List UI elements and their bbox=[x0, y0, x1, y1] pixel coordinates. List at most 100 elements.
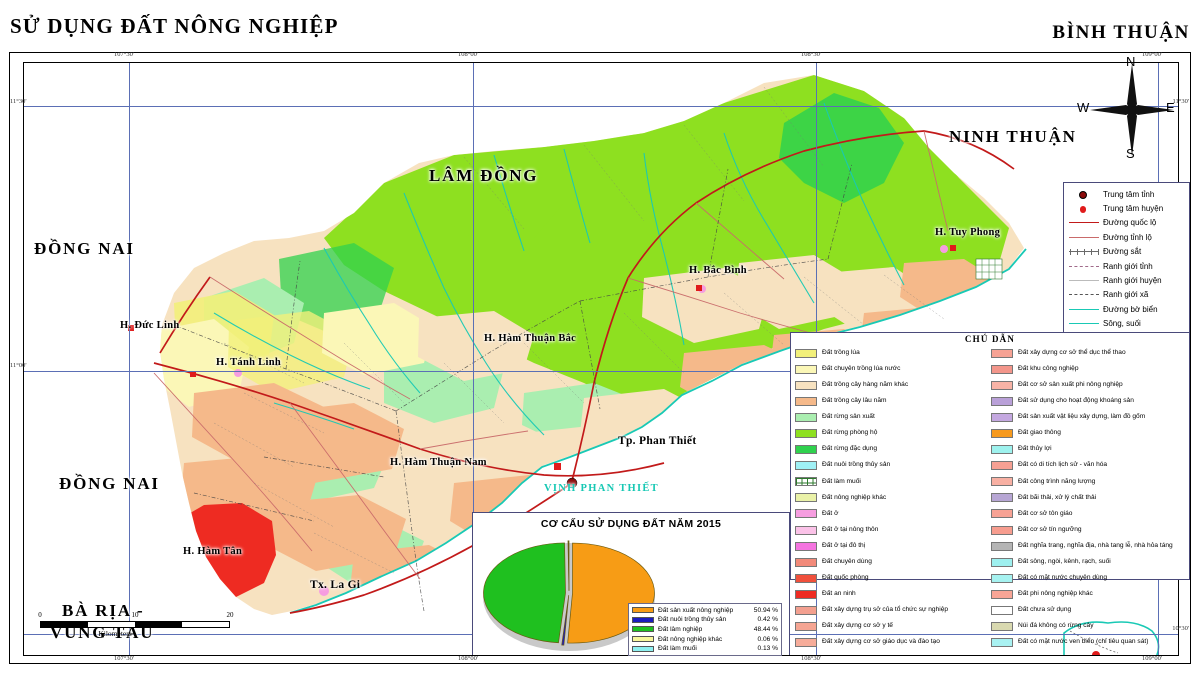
legend-item-label: Đất chuyên trồng lúa nước bbox=[822, 364, 901, 372]
pie-legend-label: Đất lâm nghiệp bbox=[658, 625, 703, 633]
chart-title: CƠ CẤU SỬ DỤNG ĐẤT NĂM 2015 bbox=[540, 518, 722, 530]
symbol-legend-label: Đường bờ biển bbox=[1103, 304, 1158, 314]
pie-legend-value: 50.94 % bbox=[753, 606, 778, 614]
legend-item-label: Đất sông, ngòi, kênh, rạch, suối bbox=[1018, 557, 1111, 565]
label-h-ham-tan: H. Hàm Tân bbox=[183, 546, 243, 557]
legend-item: Đất sử dụng cho hoạt động khoáng sản bbox=[991, 393, 1187, 409]
legend-color-swatch bbox=[795, 525, 817, 535]
solid-line-icon bbox=[1067, 303, 1101, 315]
legend-item-label: Đất ở tại đô thị bbox=[822, 541, 866, 549]
pie-legend-swatch bbox=[632, 616, 654, 623]
scale-bar-graphic bbox=[40, 621, 230, 628]
label-h-duc-linh: H. Đức Linh bbox=[120, 320, 180, 331]
label-h-tuy-phong: H. Tuy Phong bbox=[935, 227, 1001, 238]
legend-item: Đất cơ sở tín ngưỡng bbox=[991, 522, 1187, 538]
label-h-ham-thuan-bac: H. Hàm Thuận Bắc bbox=[484, 333, 577, 344]
legend-item-label: Đất nghĩa trang, nghĩa địa, nhà tang lễ,… bbox=[1018, 541, 1173, 549]
legend-color-swatch bbox=[991, 525, 1013, 535]
legend-item-label: Đất trồng cây hàng năm khác bbox=[822, 380, 909, 388]
symbol-legend-row: Đường bờ biển bbox=[1067, 302, 1186, 316]
symbol-legend-row: Đường sắt bbox=[1067, 245, 1186, 259]
legend-item: Đất làm muối bbox=[795, 474, 991, 490]
legend-item: Đất chuyên trồng lúa nước bbox=[795, 361, 991, 377]
legend-color-swatch bbox=[991, 364, 1013, 374]
legend-item-label: Đất ở tại nông thôn bbox=[822, 525, 879, 533]
legend-color-swatch bbox=[991, 445, 1013, 455]
legend-item-label: Núi đá không có rừng cây bbox=[1018, 622, 1094, 630]
compass-south-label: S bbox=[1126, 146, 1135, 161]
legend-item: Đất thủy lợi bbox=[991, 442, 1187, 458]
coord-right-1: 11°30' bbox=[1172, 98, 1189, 105]
legend-item-label: Đất quốc phòng bbox=[822, 574, 869, 582]
legend-item: Đất phi nông nghiệp khác bbox=[991, 586, 1187, 602]
legend-item: Đất nuôi trồng thủy sản bbox=[795, 458, 991, 474]
legend-item: Đất có mặt nước chuyên dùng bbox=[991, 570, 1187, 586]
province-title: BÌNH THUẬN bbox=[1052, 22, 1190, 43]
label-lam-dong: LÂM ĐỒNG bbox=[429, 166, 539, 185]
dash-line-icon bbox=[1067, 260, 1101, 272]
symbol-legend-label: Đường tỉnh lộ bbox=[1103, 232, 1152, 242]
legend-item-label: Đất trồng cây lâu năm bbox=[822, 397, 887, 405]
pie-legend-value: 48.44 % bbox=[753, 625, 778, 633]
coord-bottom-3: 108°30' bbox=[801, 655, 822, 663]
symbol-legend-label: Ranh giới xã bbox=[1103, 290, 1149, 300]
legend-color-swatch bbox=[991, 380, 1013, 390]
legend-color-swatch bbox=[795, 638, 817, 648]
legend-color-swatch bbox=[991, 638, 1013, 648]
thin-line-icon bbox=[1067, 275, 1101, 287]
legend-item-label: Đất làm muối bbox=[822, 477, 861, 485]
page-title: SỬ DỤNG ĐẤT NÔNG NGHIỆP bbox=[10, 14, 339, 38]
solid-line-icon bbox=[1067, 217, 1101, 229]
legend-item: Đất có di tích lịch sử - văn hóa bbox=[991, 458, 1187, 474]
landuse-structure-chart: CƠ CẤU SỬ DỤNG ĐẤT NĂM 2015 Đất sản xuất… bbox=[472, 512, 790, 656]
legend-item: Đất cơ sở tôn giáo bbox=[991, 506, 1187, 522]
label-tx-la-gi: Tx. La Gi bbox=[310, 579, 361, 591]
legend-color-swatch bbox=[991, 477, 1013, 487]
symbol-legend-label: Đường sắt bbox=[1103, 247, 1142, 257]
legend-color-swatch bbox=[795, 541, 817, 551]
coord-bottom-1: 107°30' bbox=[114, 655, 135, 663]
legend-color-swatch bbox=[991, 493, 1013, 503]
legend-item-label: Đất rừng phòng hộ bbox=[822, 429, 878, 437]
legend-item-label: Đất có di tích lịch sử - văn hóa bbox=[1018, 461, 1108, 469]
legend-item-label: Đất xây dựng cơ sở thể dục thể thao bbox=[1018, 348, 1126, 356]
scale-tick-10: 10 bbox=[131, 611, 139, 619]
legend-item-label: Đất giao thông bbox=[1018, 429, 1061, 437]
pie-slice bbox=[561, 595, 570, 646]
legend-color-swatch bbox=[991, 541, 1013, 551]
pie-legend-swatch bbox=[632, 636, 654, 643]
legend-color-swatch bbox=[795, 445, 817, 455]
legend-item: Đất chuyên dùng bbox=[795, 554, 991, 570]
legend-item-label: Đất chưa sử dụng bbox=[1018, 606, 1072, 614]
symbol-legend-row: Ranh giới tỉnh bbox=[1067, 259, 1186, 273]
legend-item: Đất sông, ngòi, kênh, rạch, suối bbox=[991, 554, 1187, 570]
label-dong-nai-north: ĐỒNG NAI bbox=[34, 239, 135, 258]
label-dong-nai-south: ĐỒNG NAI bbox=[59, 474, 160, 493]
label-vinh-phan-thiet: VỊNH PHAN THIẾT bbox=[544, 483, 659, 494]
legend-column-right: Đất xây dựng cơ sở thể dục thể thao Đất k… bbox=[991, 345, 1187, 651]
legend-item-label: Đất nông nghiệp khác bbox=[822, 493, 887, 501]
legend-color-swatch bbox=[795, 348, 817, 358]
legend-item-label: Đất sản xuất vật liệu xây dựng, làm đồ g… bbox=[1018, 413, 1146, 421]
pie-legend-label: Đất sản xuất nông nghiệp bbox=[658, 606, 734, 614]
symbol-legend-label: Ranh giới huyện bbox=[1103, 276, 1162, 286]
coord-top-1: 107°30' bbox=[114, 51, 135, 58]
legend-item: Đất rừng phòng hộ bbox=[795, 425, 991, 441]
graticule-107-30 bbox=[129, 63, 130, 655]
legend-item-label: Đất khu công nghiệp bbox=[1018, 364, 1079, 372]
symbol-legend-row: Ranh giới huyện bbox=[1067, 273, 1186, 287]
legend-item-label: Đất thủy lợi bbox=[1018, 445, 1052, 453]
compass-west-label: W bbox=[1077, 100, 1090, 115]
label-h-bac-binh: H. Bắc Bình bbox=[689, 265, 747, 276]
legend-item-label: Đất nuôi trồng thủy sản bbox=[822, 461, 891, 469]
symbol-legend-label: Sông, suối bbox=[1103, 319, 1141, 329]
legend-item-label: Đất trồng lúa bbox=[822, 348, 860, 356]
legend-color-swatch bbox=[991, 429, 1013, 439]
coord-top-4: 109°00' bbox=[1142, 51, 1163, 58]
label-tp-phan-thiet: Tp. Phan Thiết bbox=[618, 435, 697, 447]
legend-item-label: Đất cơ sở sản xuất phi nông nghiệp bbox=[1018, 380, 1123, 388]
scale-bar-caption: Kilometers bbox=[98, 629, 132, 638]
pie-chart-legend: Đất sản xuất nông nghiệp 50.94 % Đất nuôi … bbox=[628, 603, 782, 656]
pie-legend-row: Đất sản xuất nông nghiệp 50.94 % bbox=[632, 606, 778, 616]
compass-north-label: N bbox=[1126, 54, 1136, 69]
